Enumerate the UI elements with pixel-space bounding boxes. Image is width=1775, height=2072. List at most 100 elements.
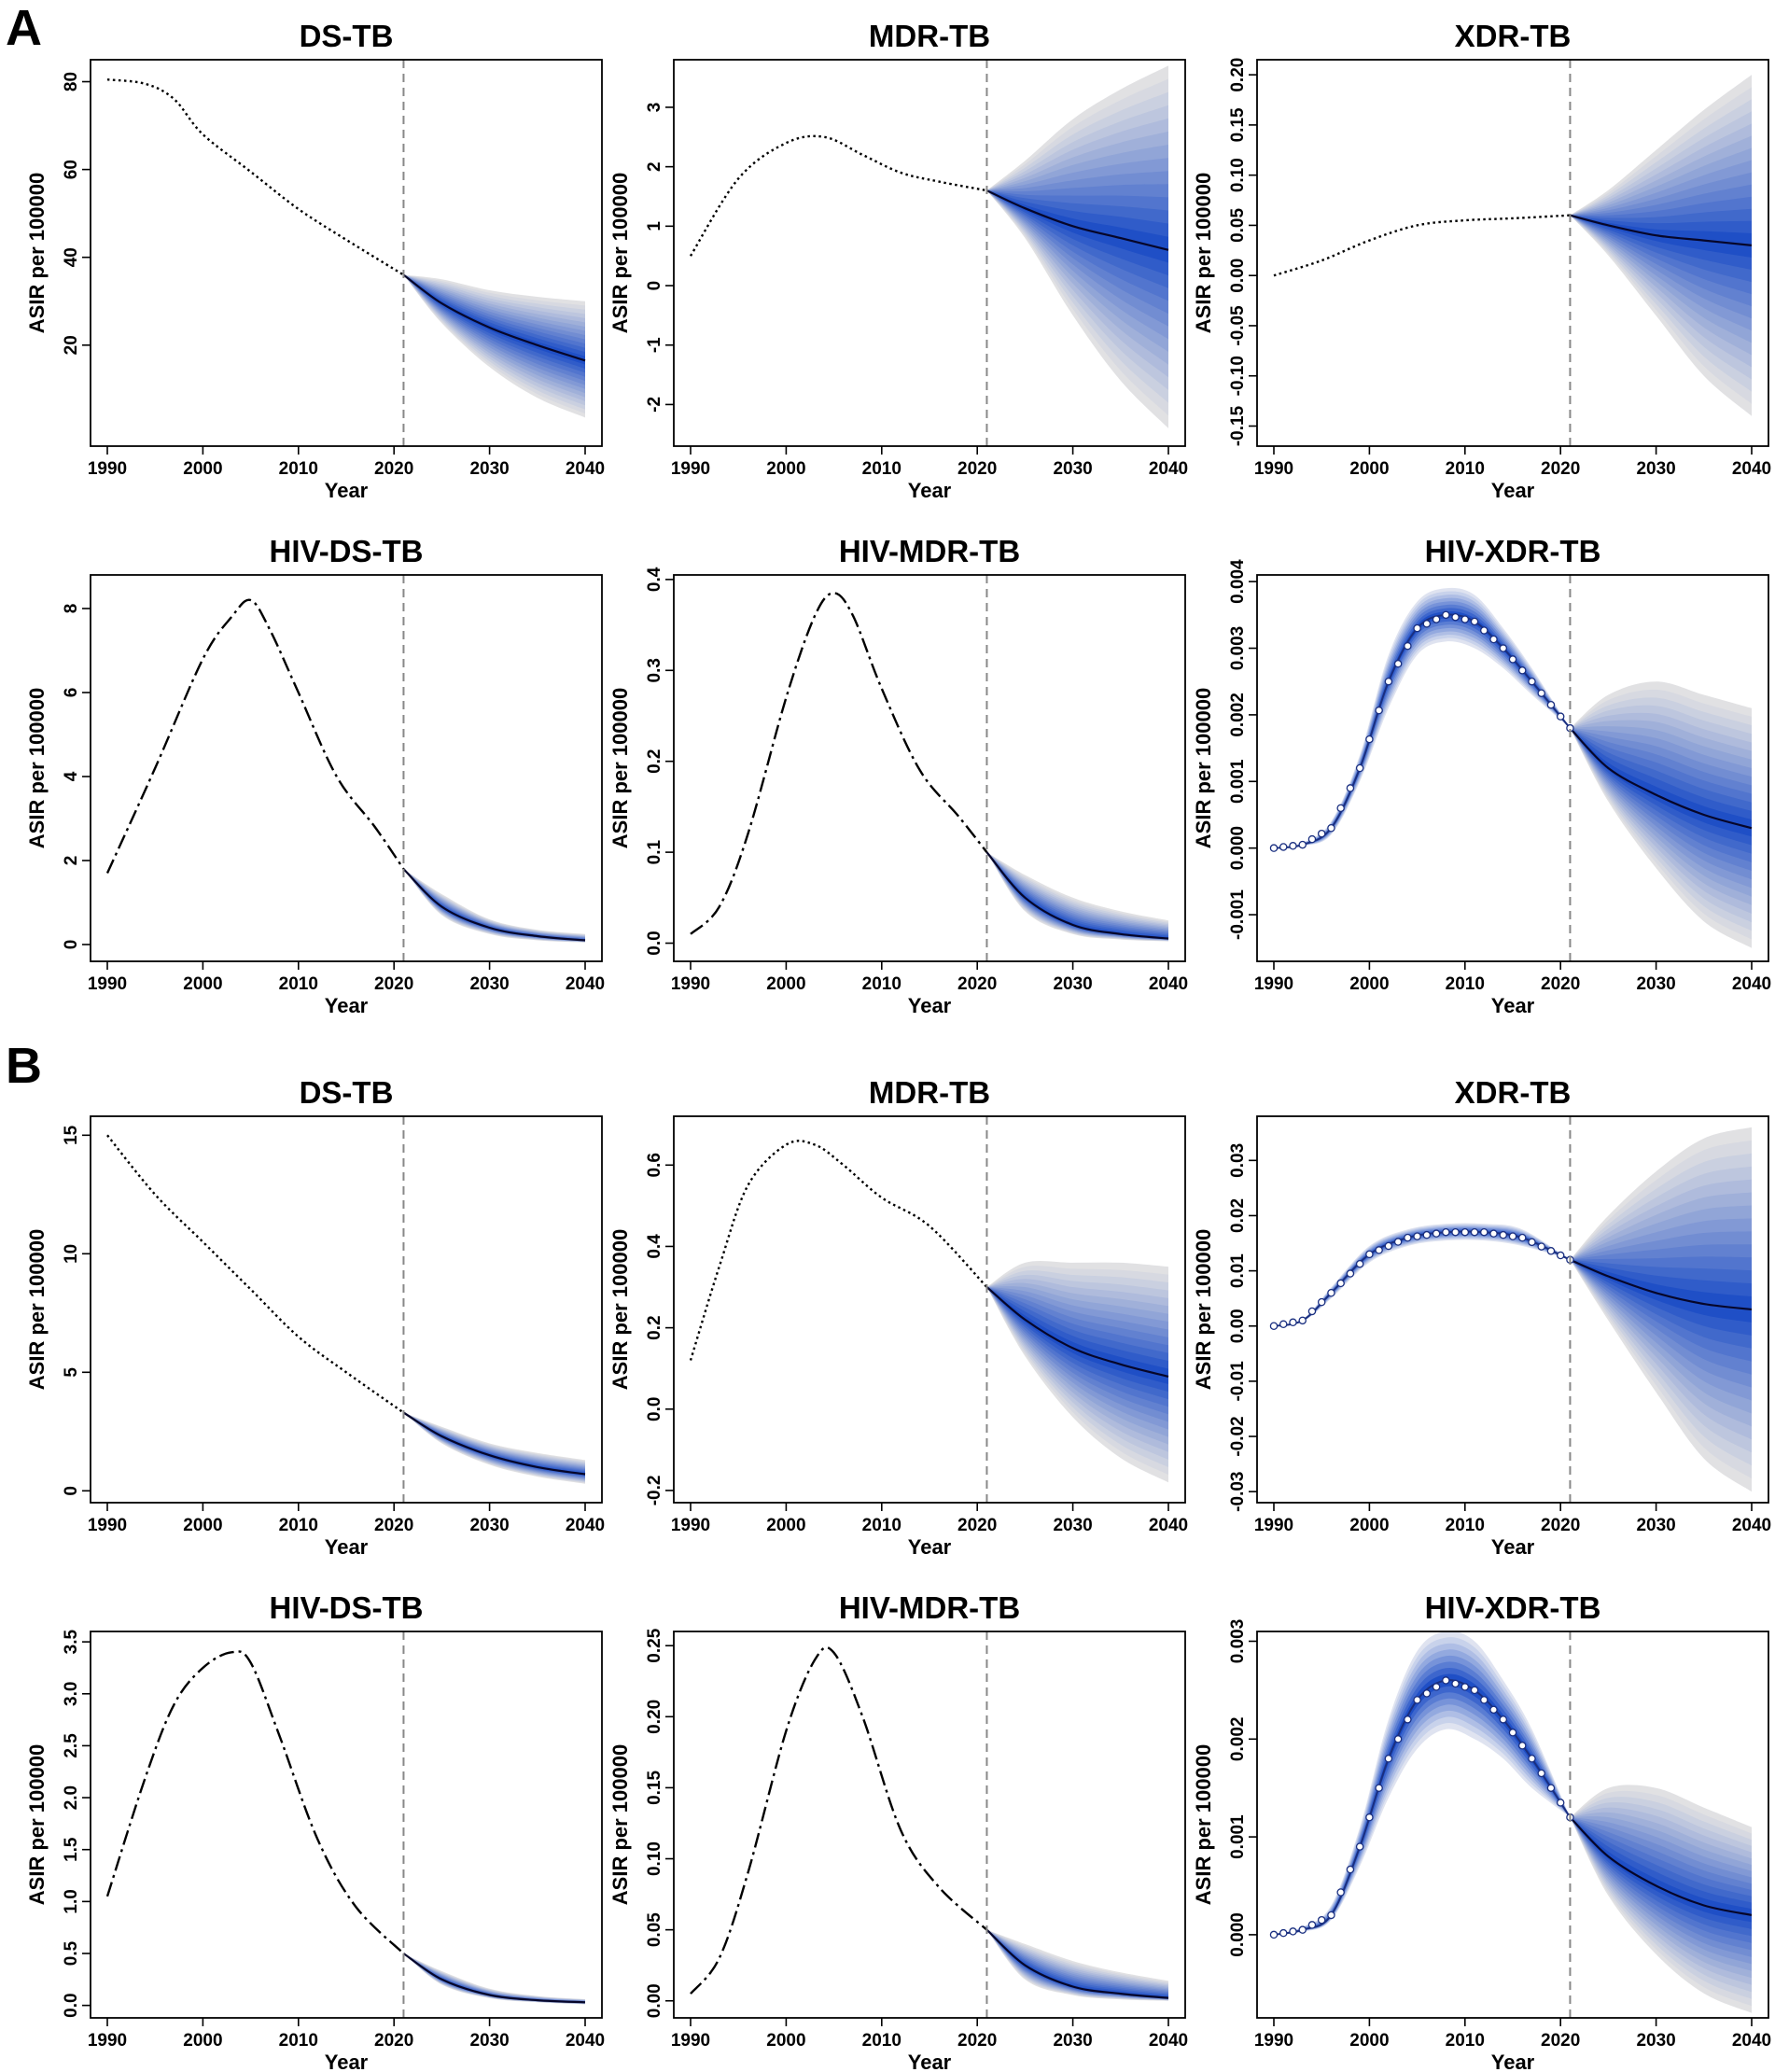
y-tick-label: 0.2 (645, 1315, 664, 1339)
y-tick-label: 0.3 (645, 658, 664, 682)
observed-point (1327, 823, 1335, 833)
y-tick-label: 0 (62, 940, 81, 950)
x-tick-label: 2040 (1732, 2031, 1771, 2051)
forecast-band (403, 1412, 585, 1478)
y-tick-label: 0.05 (645, 1912, 664, 1947)
x-tick-label: 2040 (1732, 459, 1771, 479)
x-tick-label: 2000 (183, 1516, 222, 1535)
plot-area (690, 592, 1169, 942)
observed-point (1422, 620, 1432, 628)
chart-title: HIV-MDR-TB (839, 534, 1020, 568)
forecast-band (1570, 1259, 1752, 1323)
observed-point (1442, 1676, 1450, 1685)
plot-frame (1256, 59, 1769, 447)
observed-point (1384, 1241, 1393, 1251)
x-tick-label: 2030 (469, 2031, 509, 2051)
x-tick-label: 2000 (766, 2031, 805, 2051)
y-tick-label: 1.5 (62, 1837, 81, 1862)
chart-a-hiv-ds-tb: HIV-DS-TB 1990 2000 2010 2020 2030 2040 0 2 4 6 8 Ye… (25, 534, 605, 1017)
y-tick-label: -0.01 (1228, 1361, 1248, 1402)
observed-point (1404, 1715, 1412, 1724)
observed-point (1489, 1229, 1498, 1238)
observed-line (690, 592, 988, 935)
observed-point (1375, 706, 1383, 715)
plot-area (105, 1650, 586, 2005)
plot-area (689, 65, 1169, 428)
x-tick-label: 2010 (862, 1516, 901, 1535)
observed-point (1327, 1911, 1335, 1920)
observed-point (1556, 712, 1565, 721)
forecast-median-line (402, 1953, 586, 2004)
y-tick-label: 0.15 (1228, 107, 1248, 142)
y-tick-label: 10 (62, 1244, 81, 1264)
observed-point (1442, 1227, 1450, 1237)
observed-point (1499, 644, 1508, 652)
forecast-median-line (985, 189, 1169, 251)
x-tick-label: 2030 (1053, 974, 1092, 994)
x-tick-label: 2040 (566, 1516, 605, 1535)
observed-point (1279, 1928, 1288, 1938)
observed-point (1365, 1250, 1374, 1259)
x-tick-label: 2020 (957, 1516, 997, 1535)
observed-point (1375, 1784, 1383, 1792)
observed-line (106, 1134, 405, 1414)
x-axis-label: Year (325, 1535, 369, 1559)
y-axis-label: ASIR per 100000 (1192, 1229, 1215, 1390)
y-tick-label: 0.003 (1228, 626, 1248, 671)
y-tick-label: 0.10 (645, 1841, 664, 1876)
y-tick-label: 2.0 (62, 1785, 81, 1810)
plot-frame (90, 1631, 603, 2019)
y-tick-label: -0.05 (1228, 305, 1248, 346)
observed-point (1279, 843, 1288, 851)
y-tick-label: 0.2 (645, 749, 664, 773)
observed-point (1537, 1242, 1545, 1251)
observed-point (1355, 763, 1364, 773)
observed-point (1546, 700, 1556, 709)
observed-point (1317, 1915, 1326, 1925)
y-tick-label: -0.10 (1228, 356, 1248, 396)
chart-title: MDR-TB (869, 19, 990, 53)
observed-point (1480, 1227, 1488, 1237)
x-tick-label: 2000 (766, 1516, 805, 1535)
observed-point (1317, 1297, 1326, 1307)
y-axis-label: ASIR per 100000 (25, 173, 49, 333)
x-tick-label: 1990 (671, 974, 710, 994)
x-tick-label: 2000 (1349, 1516, 1389, 1535)
y-tick-label: 0.1 (645, 839, 664, 864)
observed-point (1413, 623, 1421, 633)
plot-area (1269, 1631, 1753, 2013)
observed-point (1528, 1755, 1536, 1763)
x-tick-label: 2040 (566, 2031, 605, 2051)
y-axis-label: ASIR per 100000 (608, 1229, 632, 1390)
chart-title: HIV-XDR-TB (1425, 534, 1601, 568)
plot-frame (90, 59, 603, 447)
plot-area (106, 1134, 586, 1484)
x-tick-label: 2020 (374, 2031, 413, 2051)
observed-point (1269, 1322, 1279, 1330)
forecast-median-line (1569, 1816, 1753, 1916)
forecast-median-line (985, 1928, 1169, 1999)
observed-point (1298, 1925, 1307, 1934)
y-tick-label: 0.03 (1228, 1143, 1248, 1178)
x-tick-label: 2010 (1446, 459, 1485, 479)
observed-line (105, 598, 405, 874)
y-tick-label: 1 (645, 221, 664, 231)
observed-line (105, 1650, 405, 1954)
observed-point (1307, 1921, 1317, 1929)
observed-point (1432, 1683, 1441, 1691)
chart-title: HIV-XDR-TB (1425, 1590, 1601, 1625)
observed-point (1289, 842, 1297, 850)
y-tick-label: -0.02 (1228, 1416, 1248, 1456)
plot-frame (90, 1115, 603, 1504)
plot-frame (1256, 574, 1769, 962)
observed-point (1517, 1233, 1527, 1242)
x-tick-label: 2020 (957, 974, 997, 994)
observed-point (1393, 659, 1403, 668)
plot-area (1269, 1127, 1753, 1492)
x-tick-label: 2010 (862, 2031, 901, 2051)
plot-frame (673, 59, 1186, 447)
observed-point (1489, 635, 1498, 644)
forecast-median-line (1569, 1258, 1753, 1311)
y-tick-label: 3 (645, 103, 664, 113)
plot-area (105, 598, 586, 943)
